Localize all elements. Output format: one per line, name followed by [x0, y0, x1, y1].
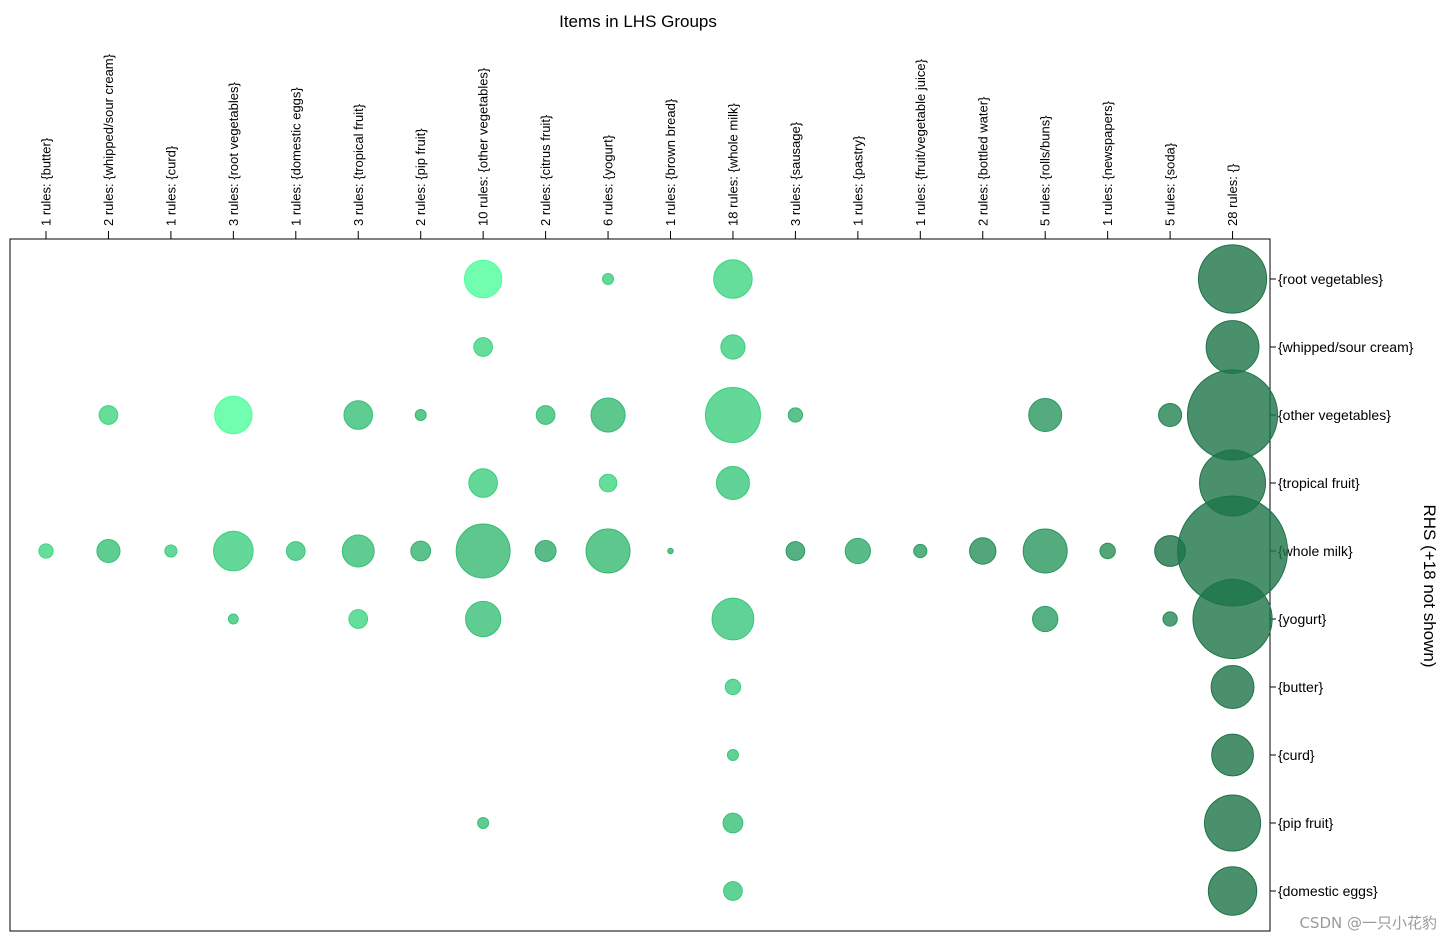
column-label: 3 rules: {tropical fruit}	[351, 103, 366, 226]
bubble	[1158, 402, 1183, 428]
chart-title: Items in LHS Groups	[559, 12, 717, 31]
row-label: {curd}	[1278, 747, 1315, 763]
column-label: 1 rules: {newspapers}	[1100, 100, 1115, 226]
bubble	[1032, 605, 1059, 633]
bubble	[1205, 320, 1260, 374]
bubble	[720, 334, 746, 360]
bubble	[722, 812, 744, 834]
column-label: 1 rules: {brown bread}	[663, 98, 678, 226]
rhs-axis: {root vegetables} {whipped/sour cream} {ot…	[1270, 271, 1414, 899]
bubble	[534, 540, 557, 562]
bubble	[1162, 611, 1178, 627]
bubble	[585, 528, 631, 574]
bubble	[711, 597, 755, 641]
row-label: {other vegetables}	[1278, 407, 1391, 423]
column-label: 1 rules: {curd}	[163, 145, 178, 226]
row-label: {root vegetables}	[1278, 271, 1383, 287]
bubble	[1211, 733, 1254, 777]
row-label: {butter}	[1278, 679, 1323, 695]
bubble	[227, 613, 239, 625]
watermark: CSDN @一只小花豹	[1299, 914, 1437, 932]
bubble	[715, 466, 750, 500]
bubble	[1028, 398, 1063, 432]
bubble	[468, 468, 498, 498]
column-label: 1 rules: {pastry}	[850, 135, 865, 226]
column-label: 1 rules: {domestic eggs}	[288, 87, 303, 226]
bubble	[667, 547, 674, 555]
row-label: {tropical fruit}	[1278, 475, 1360, 491]
column-label: 2 rules: {pip fruit}	[413, 128, 428, 226]
bubble	[1186, 369, 1279, 461]
column-label: 3 rules: {sausage}	[788, 121, 803, 226]
bubble	[410, 540, 432, 562]
bubble	[1210, 665, 1255, 709]
column-label: 3 rules: {root vegetables}	[226, 82, 241, 226]
bubble	[598, 473, 618, 493]
column-label: 28 rules: {}	[1225, 163, 1240, 226]
bubbles	[38, 244, 1289, 916]
bubble	[726, 749, 739, 761]
bubble	[348, 609, 369, 629]
bubble	[473, 337, 493, 357]
row-label: {whipped/sour cream}	[1278, 339, 1414, 355]
bubble	[713, 259, 753, 299]
bubble	[213, 530, 254, 572]
bubble	[913, 543, 928, 559]
bubble	[969, 537, 997, 565]
column-label: 2 rules: {bottled water}	[975, 96, 990, 226]
bubble	[164, 544, 178, 558]
bubble	[1192, 578, 1273, 660]
bubble	[844, 537, 871, 565]
bubble	[787, 407, 804, 423]
row-label: {domestic eggs}	[1278, 883, 1378, 899]
plot-frame	[9, 238, 1271, 932]
lhs-group-axis: 1 rules: {butter} 2 rules: {whipped/sour …	[39, 53, 1240, 239]
bubble	[1154, 535, 1186, 567]
bubble	[455, 523, 511, 579]
column-label: 18 rules: {whole milk}	[725, 103, 740, 226]
bubble	[1199, 449, 1267, 517]
column-label: 5 rules: {rolls/buns}	[1038, 115, 1053, 226]
column-label: 10 rules: {other vegetables}	[476, 67, 491, 226]
bubble	[477, 817, 490, 829]
bubble	[341, 534, 375, 568]
bubble	[1197, 244, 1268, 314]
bubble	[38, 543, 54, 559]
row-label: {yogurt}	[1278, 611, 1327, 627]
column-label: 2 rules: {citrus fruit}	[538, 114, 553, 226]
bubble	[1099, 542, 1116, 560]
bubble	[785, 541, 806, 561]
bubble	[1204, 794, 1262, 852]
bubble	[535, 405, 556, 425]
bubble	[98, 405, 119, 425]
bubble	[463, 259, 503, 299]
row-label: {whole milk}	[1278, 543, 1353, 559]
bubble	[214, 395, 253, 435]
row-label: {pip fruit}	[1278, 815, 1334, 831]
column-label: 2 rules: {whipped/sour cream}	[101, 53, 116, 226]
bubble	[343, 400, 374, 430]
bubble	[724, 678, 742, 696]
bubble	[414, 409, 427, 421]
bubble	[1022, 528, 1068, 574]
bubble	[1207, 866, 1258, 916]
column-label: 1 rules: {butter}	[39, 137, 54, 226]
column-label: 1 rules: {fruit/vegetable juice}	[913, 58, 928, 226]
y-axis-label: RHS (+18 not shown)	[1420, 505, 1439, 668]
bubble	[723, 881, 743, 901]
bubble	[704, 387, 761, 443]
column-label: 5 rules: {soda}	[1163, 142, 1178, 226]
bubble	[285, 541, 306, 561]
bubble	[96, 538, 121, 564]
bubble	[602, 273, 615, 285]
bubble	[590, 397, 626, 433]
column-label: 6 rules: {yogurt}	[601, 134, 616, 226]
bubble	[465, 600, 502, 638]
